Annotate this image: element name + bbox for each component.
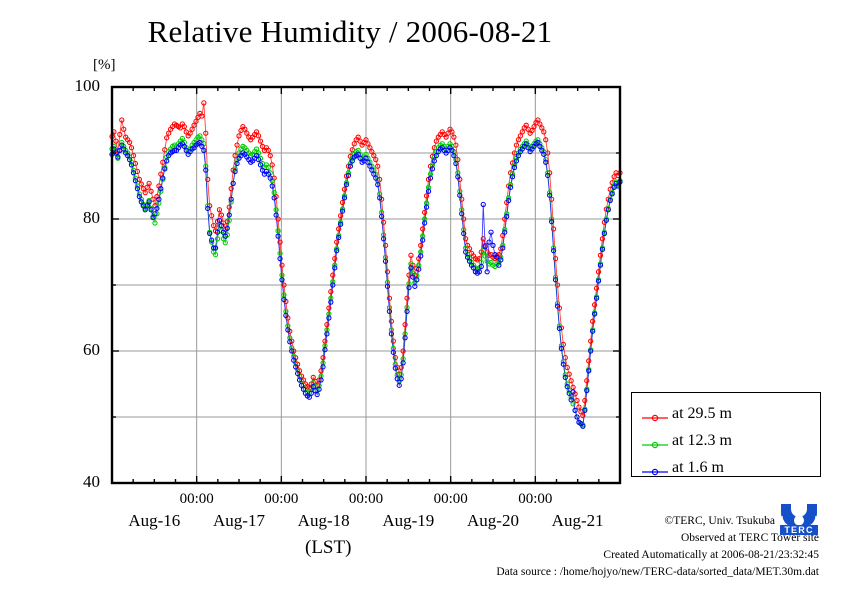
footer-created: Created Automatically at 2006-08-21/23:3…	[603, 549, 819, 561]
legend-marker-icon	[642, 467, 668, 477]
svg-text:TERC: TERC	[784, 525, 813, 535]
terc-logo-icon: TERC	[779, 502, 819, 536]
legend-marker-icon	[642, 413, 668, 423]
legend-marker-icon	[642, 440, 668, 450]
x-tick-date-label: Aug-17	[213, 511, 265, 530]
x-tick-time-label: 00:00	[518, 491, 553, 507]
footer-copyright: ©TERC, Univ. Tsukuba	[664, 515, 775, 527]
x-tick-time-label: 00:00	[348, 491, 384, 507]
x-axis-label: (LST)	[305, 537, 352, 558]
x-tick-date-label: Aug-19	[382, 511, 435, 530]
page-title: Relative Humidity / 2006-08-21	[147, 14, 553, 49]
x-tick-date-label: Aug-20	[467, 511, 519, 530]
y-axis-unit-label: [%]	[93, 57, 116, 73]
x-tick-time-label: 00:00	[433, 491, 468, 507]
x-tick-date-label: Aug-21	[551, 511, 604, 530]
y-tick-label: 60	[83, 340, 100, 359]
y-tick-label: 80	[83, 208, 100, 227]
footer-source: Data source : /home/hojyo/new/TERC-data/…	[496, 566, 819, 578]
legend-label-2: at 1.6 m	[672, 459, 724, 476]
legend: at 29.5 m at 12.3 m at 1.6 m	[631, 392, 821, 477]
x-tick-time-label: 00:00	[179, 491, 214, 507]
footer-observed: Observed at TERC Tower site	[680, 532, 819, 544]
y-tick-label: 100	[74, 76, 101, 95]
x-tick-date-label: Aug-18	[297, 511, 350, 530]
x-tick-time-label: 00:00	[264, 491, 299, 507]
legend-label-1: at 12.3 m	[672, 432, 732, 449]
legend-label-0: at 29.5 m	[672, 405, 732, 422]
y-tick-label: 40	[83, 472, 100, 491]
x-tick-date-label: Aug-16	[128, 511, 181, 530]
